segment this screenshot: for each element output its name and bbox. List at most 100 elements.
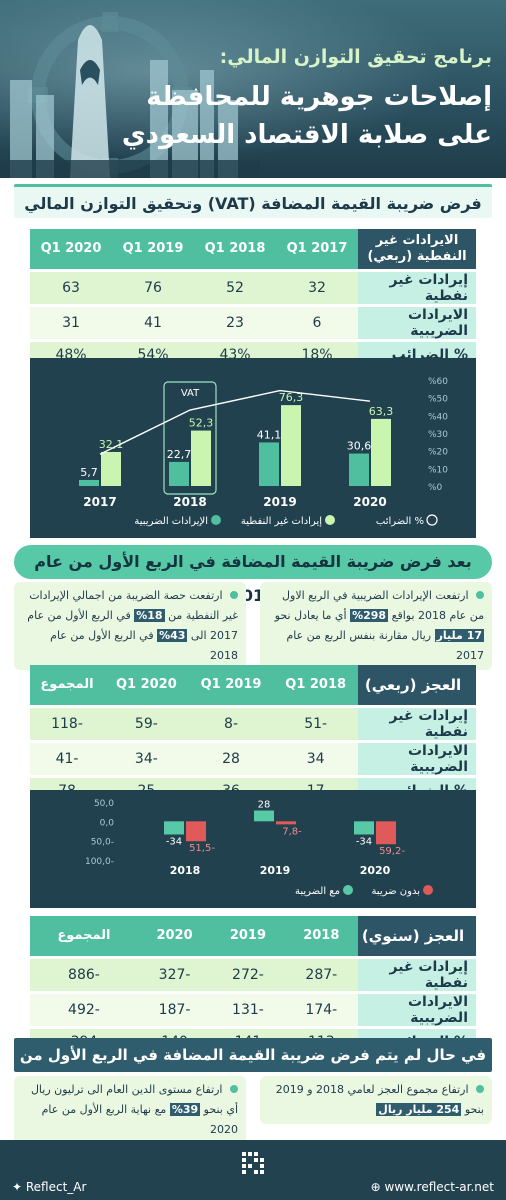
table-cell: -174 [284,994,358,1026]
note-text: في الربع الأول من عام 2017 الى [27,609,238,642]
note-text: مع نهاية الربع الأول من عام 2020 [41,1103,238,1136]
y2-tick-label: %50 [428,395,448,405]
bar-tax-revenue [169,461,189,486]
table-cell: 52 [194,272,276,304]
data-label: 76,3 [279,391,304,404]
x-tick-label: 2018 [170,864,201,877]
bar-nonoil-revenue [101,451,121,486]
y-tick-label: 0,0 [100,818,115,828]
website-link-text: www.reflect-ar.net [384,1180,494,1194]
city-skyline-illustration [0,12,260,178]
legend-label: مع الضريبة [295,886,340,897]
table-row-label: الايرادات الضريبية [358,307,476,339]
data-label: 7,8- [282,826,302,837]
bullet-icon [476,591,484,599]
website-link[interactable]: ⊕ www.reflect-ar.net [371,1180,494,1194]
table-row: إيرادات غير نفطية -51 -8 -59 -118 [30,708,476,740]
note-text: ارتفاع مستوى الدين العام الى ترليون ريال… [30,1083,238,1116]
note-highlight: 39% [169,1103,201,1116]
globe-icon: ⊕ [370,1180,385,1194]
section3-notes: ارتفاع مجموع العجز لعامي 2018 و 2019 بنح… [14,1076,492,1144]
table-row-header: الايرادات غير النفطية (ربعي) [358,229,476,269]
table-row-label: إيرادات غير نفطية [358,959,476,991]
note-tax-share-growth: ارتفعت حصة الضريبة من اجمالي الإيرادات غ… [14,582,246,670]
twitter-handle[interactable]: ✦ Reflect_Ar [12,1180,86,1194]
table-cell: 31 [30,307,112,339]
table-row-label: الايرادات الضريبية [358,994,476,1026]
table-row-label: الايرادات الضريبية [358,743,476,775]
legend-swatch [343,885,353,895]
data-label: 51,5- [189,843,215,854]
header-subtitle: برنامج تحقيق التوازن المالي: [219,46,492,68]
data-label: -34 [356,836,372,847]
table-row-header: العجز (سنوي) [358,916,476,956]
bar-tax-revenue [79,479,99,486]
table-col-header: Q1 2020 [30,229,112,269]
note-debt-increase: ارتفاع مستوى الدين العام الى ترليون ريال… [14,1076,246,1144]
table-cell: 34 [273,743,358,775]
note-text: ارتفاع مجموع العجز لعامي 2018 و 2019 بنح… [275,1083,484,1116]
note-tax-revenue-growth: ارتفعت الإيرادات الضريبية في الربع الاول… [260,582,492,670]
y-tick-label: 50,0 [94,799,114,809]
bar-without-tax [276,821,296,825]
note-highlight: 298% [350,609,389,622]
note-text: في الربع الأول من عام 2018 [50,629,238,662]
bullet-icon [476,1085,484,1093]
table-header-row: الايرادات غير النفطية (ربعي) Q1 2017 Q1 … [30,229,476,269]
deficit-quarterly-table: العجز (ربعي) Q1 2018 Q1 2019 Q1 2020 الم… [30,662,476,807]
data-label: 28 [258,800,271,811]
data-label: 32,1 [99,438,124,451]
table-cell: -59 [104,708,189,740]
revenue-bar-line-chart: %0 %10 %20 %30 %40 %50 %60 VAT 5,7 32,1 2017 22,7 52… [79,377,448,527]
x-tick-label: 2019 [263,495,296,509]
note-deficit-increase: ارتفاع مجموع العجز لعامي 2018 و 2019 بنح… [260,1076,492,1124]
footer: ✦ Reflect_Ar ⊕ www.reflect-ar.net [0,1140,506,1200]
table-cell: -492 [30,994,138,1026]
table-cell: -51 [273,708,358,740]
bar-tax-revenue [349,453,369,486]
table-col-header: 2018 [284,916,358,956]
table-row-label: إيرادات غير نفطية [358,272,476,304]
bar-with-tax [164,821,184,835]
note-highlight: 43% [157,629,188,642]
data-label: 52,3 [189,417,214,430]
bar-with-tax [354,821,374,835]
x-tick-label: 2020 [360,864,391,877]
data-label: 63,3 [369,405,394,418]
table-cell: 76 [112,272,194,304]
legend-swatch [325,515,335,525]
table-header-row: العجز (ربعي) Q1 2018 Q1 2019 Q1 2020 الم… [30,665,476,705]
bar-nonoil-revenue [281,405,301,486]
table-cell: -8 [188,708,274,740]
table-cell: 23 [194,307,276,339]
y2-tick-label: %20 [428,448,448,458]
bar-without-tax [376,821,396,845]
note-highlight: 17 مليار [434,629,484,642]
table-col-header: Q1 2020 [104,665,189,705]
bar-tax-revenue [259,442,279,486]
table-col-header: Q1 2019 [188,665,274,705]
y2-tick-label: %0 [428,483,443,493]
section2-notes: ارتفعت الإيرادات الضريبية في الربع الاول… [14,582,492,670]
header-title-line1: إصلاحات جوهرية للمحافظة [146,82,492,112]
table-cell: -131 [211,994,285,1026]
note-text: ريال مقارنة بنفس الربع من عام 2017 [286,629,484,662]
x-tick-label: 2020 [353,495,386,509]
deficit-bar-chart: 50,0 0,0 50,0- 100,0- -34 51,5- 2018 28 7,8- 2019… [85,799,433,897]
vat-annotation-label: VAT [181,388,200,399]
x-tick-label: 2017 [83,495,116,509]
table-cell: -118 [30,708,105,740]
data-label: 22,7 [167,448,192,461]
table-cell: -187 [137,994,212,1026]
note-highlight: 18% [134,609,165,622]
table-col-header: المجموع [30,665,105,705]
table-col-header: 2020 [137,916,212,956]
table-col-header: Q1 2017 [276,229,358,269]
bar-nonoil-revenue [371,418,391,486]
table-col-header: Q1 2019 [112,229,194,269]
table-row: إيرادات غير نفطية -287 -272 -327 -886 [30,959,476,991]
table-row-label: إيرادات غير نفطية [358,708,476,740]
table-row: إيرادات غير نفطية 32 52 76 63 [30,272,476,304]
y2-tick-label: %10 [428,465,448,475]
table-cell: -41 [30,743,105,775]
